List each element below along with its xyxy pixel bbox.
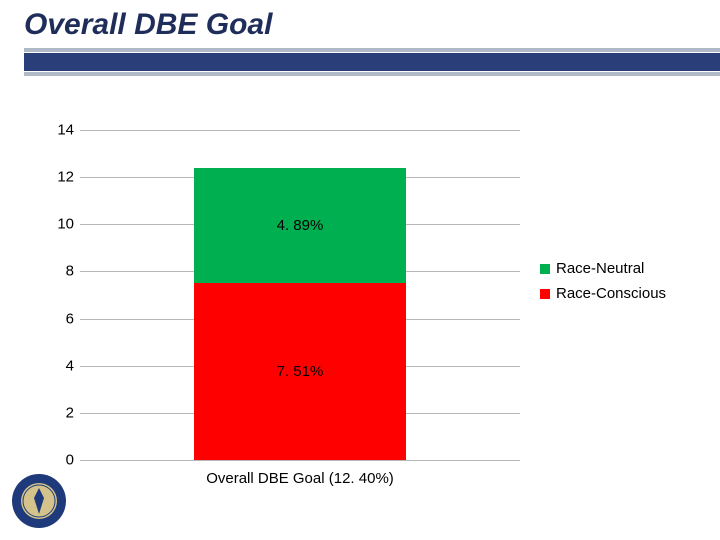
legend-item-race-neutral: Race-Neutral	[540, 260, 666, 277]
chart-legend: Race-Neutral Race-Conscious	[540, 260, 666, 310]
agency-seal-icon	[10, 472, 68, 530]
y-tick-label: 12	[44, 169, 74, 186]
y-tick-label: 0	[44, 452, 74, 469]
gridline	[80, 460, 520, 461]
y-tick-label: 4	[44, 357, 74, 374]
chart-plot: 4. 89%7. 51%	[80, 130, 520, 460]
legend-swatch	[540, 289, 550, 299]
bar-segment-race-conscious: 7. 51%	[194, 283, 405, 460]
page-title: Overall DBE Goal	[24, 8, 720, 42]
dbe-goal-chart: 4. 89%7. 51% Overall DBE Goal (12. 40%) …	[40, 130, 680, 500]
gridline	[80, 130, 520, 131]
x-axis-label: Overall DBE Goal (12. 40%)	[80, 470, 520, 487]
legend-label: Race-Neutral	[556, 260, 644, 277]
legend-item-race-conscious: Race-Conscious	[540, 285, 666, 302]
legend-label: Race-Conscious	[556, 285, 666, 302]
bar-group: 4. 89%7. 51%	[194, 168, 405, 460]
y-tick-label: 2	[44, 404, 74, 421]
y-tick-label: 8	[44, 263, 74, 280]
header: Overall DBE Goal	[0, 0, 720, 76]
legend-swatch	[540, 264, 550, 274]
y-tick-label: 14	[44, 122, 74, 139]
bar-segment-race-neutral: 4. 89%	[194, 168, 405, 283]
y-tick-label: 10	[44, 216, 74, 233]
y-tick-label: 6	[44, 310, 74, 327]
header-stripe	[24, 48, 720, 76]
